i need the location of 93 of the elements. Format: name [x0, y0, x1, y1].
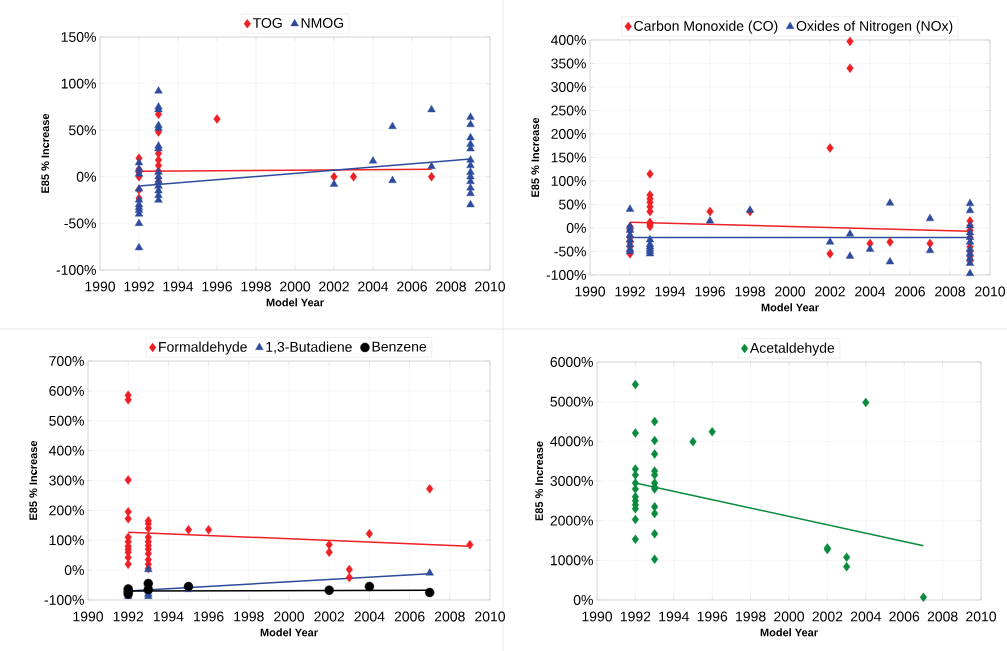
y-tick-label: 100%: [49, 535, 84, 546]
x-axis-title: Model Year: [760, 628, 818, 637]
x-tick-label: 1998: [736, 611, 766, 622]
y-tick-label: 4000%: [550, 436, 593, 447]
y-tick-label: 0%: [64, 565, 84, 576]
x-tick-label: 2004: [358, 281, 389, 292]
x-tick-label: 2010: [966, 611, 997, 622]
x-tick-label: 2008: [434, 611, 465, 622]
x-tick-label: 2006: [397, 281, 427, 292]
y-tick-label: -100%: [546, 270, 586, 280]
y-tick-label: 0%: [76, 171, 96, 182]
x-tick-label: 2006: [394, 611, 425, 622]
x-tick-label: 2008: [935, 286, 965, 297]
x-tick-label: 2000: [280, 281, 311, 292]
y-axis-title: E85 % Increase: [535, 441, 544, 521]
y-tick-label: 300%: [551, 82, 586, 92]
x-tick-label: 1994: [659, 611, 689, 622]
x-tick-label: 1996: [695, 286, 725, 297]
y-tick-label: 50%: [559, 199, 586, 210]
y-tick-label: 50%: [69, 125, 96, 136]
y-tick-label: 150%: [551, 152, 586, 163]
x-tick-label: 2008: [436, 281, 466, 292]
y-tick-label: 100%: [551, 176, 586, 186]
x-axis-title: Model Year: [761, 303, 819, 312]
legend-label: TOG: [252, 18, 282, 28]
y-tick-label: 300%: [49, 475, 84, 486]
x-tick-label: 1998: [735, 286, 765, 297]
y-tick-label: -100%: [56, 265, 96, 275]
y-tick-label: 600%: [49, 385, 84, 396]
y-tick-label: 200%: [49, 505, 84, 516]
y-tick-label: 0%: [566, 223, 586, 233]
y-tick-label: 1000%: [550, 555, 593, 566]
legend-label: Formaldehyde: [159, 341, 247, 355]
x-tick-label: 2010: [475, 611, 506, 622]
legend-label: Carbon Monoxide (CO): [634, 20, 778, 34]
x-axis-title: Model Year: [260, 628, 318, 637]
y-tick-label: 0%: [573, 595, 593, 605]
y-tick-label: -50%: [64, 218, 96, 229]
x-tick-label: 1998: [234, 611, 264, 622]
x-tick-label: 2008: [927, 611, 958, 622]
x-tick-label: 1994: [153, 611, 184, 622]
x-tick-label: 2002: [815, 286, 845, 297]
x-tick-label: 2004: [354, 611, 385, 622]
x-tick-label: 2000: [774, 611, 805, 622]
x-tick-label: 1994: [163, 281, 194, 292]
y-tick-label: 6000%: [550, 357, 593, 367]
y-tick-label: 200%: [551, 129, 586, 139]
x-tick-label: 2004: [855, 286, 886, 297]
x-tick-label: 1992: [124, 281, 154, 292]
y-axis-title: E85 % Increase: [41, 113, 50, 193]
x-tick-label: 2002: [319, 281, 349, 292]
x-tick-label: 2006: [889, 611, 920, 622]
x-tick-label: 2010: [975, 286, 1006, 297]
x-tick-label: 1998: [241, 281, 271, 292]
legend-label: Oxides of Nitrogen (NOx): [796, 20, 953, 34]
x-tick-label: 1992: [620, 611, 651, 622]
y-tick-label: 250%: [551, 105, 586, 116]
legend-label: Acetaldehyde: [749, 342, 835, 356]
x-tick-label: 1990: [73, 611, 104, 622]
y-tick-label: 400%: [48, 445, 84, 456]
x-tick-label: 2000: [775, 286, 806, 297]
x-tick-label: 2010: [475, 281, 506, 292]
x-tick-label: 1992: [615, 286, 645, 297]
y-tick-label: 100%: [61, 78, 96, 89]
y-tick-label: -100%: [44, 595, 84, 605]
y-tick-label: 350%: [551, 58, 586, 69]
x-tick-label: 1990: [582, 611, 613, 622]
x-tick-label: 2002: [314, 611, 345, 622]
y-tick-label: 400%: [550, 35, 586, 45]
x-tick-label: 1994: [655, 286, 686, 297]
y-tick-label: -50%: [554, 246, 586, 257]
y-tick-label: 700%: [49, 356, 84, 366]
x-tick-label: 1990: [85, 281, 116, 292]
legend-label: Benzene: [372, 341, 427, 352]
y-tick-label: 3000%: [550, 476, 593, 486]
x-tick-label: 1996: [697, 611, 728, 622]
x-tick-label: 2006: [895, 286, 925, 297]
y-tick-label: 5000%: [550, 396, 593, 407]
y-axis-title: E85 % Increase: [29, 440, 38, 520]
legend-label: NMOG: [301, 18, 344, 28]
y-tick-label: 500%: [49, 415, 84, 426]
y-tick-label: 2000%: [550, 515, 593, 526]
x-tick-label: 2002: [812, 611, 843, 622]
y-axis-title: E85 % Increase: [531, 117, 540, 197]
x-tick-label: 2000: [274, 611, 305, 622]
x-tick-label: 1996: [202, 281, 232, 292]
x-tick-label: 1990: [575, 286, 606, 297]
legend-label: 1,3-Butadiene: [266, 341, 352, 354]
x-axis-title: Model Year: [266, 298, 324, 307]
x-tick-label: 1992: [113, 611, 144, 622]
x-tick-label: 1996: [194, 611, 224, 622]
x-tick-label: 2004: [850, 611, 881, 622]
y-tick-label: 150%: [61, 32, 96, 42]
